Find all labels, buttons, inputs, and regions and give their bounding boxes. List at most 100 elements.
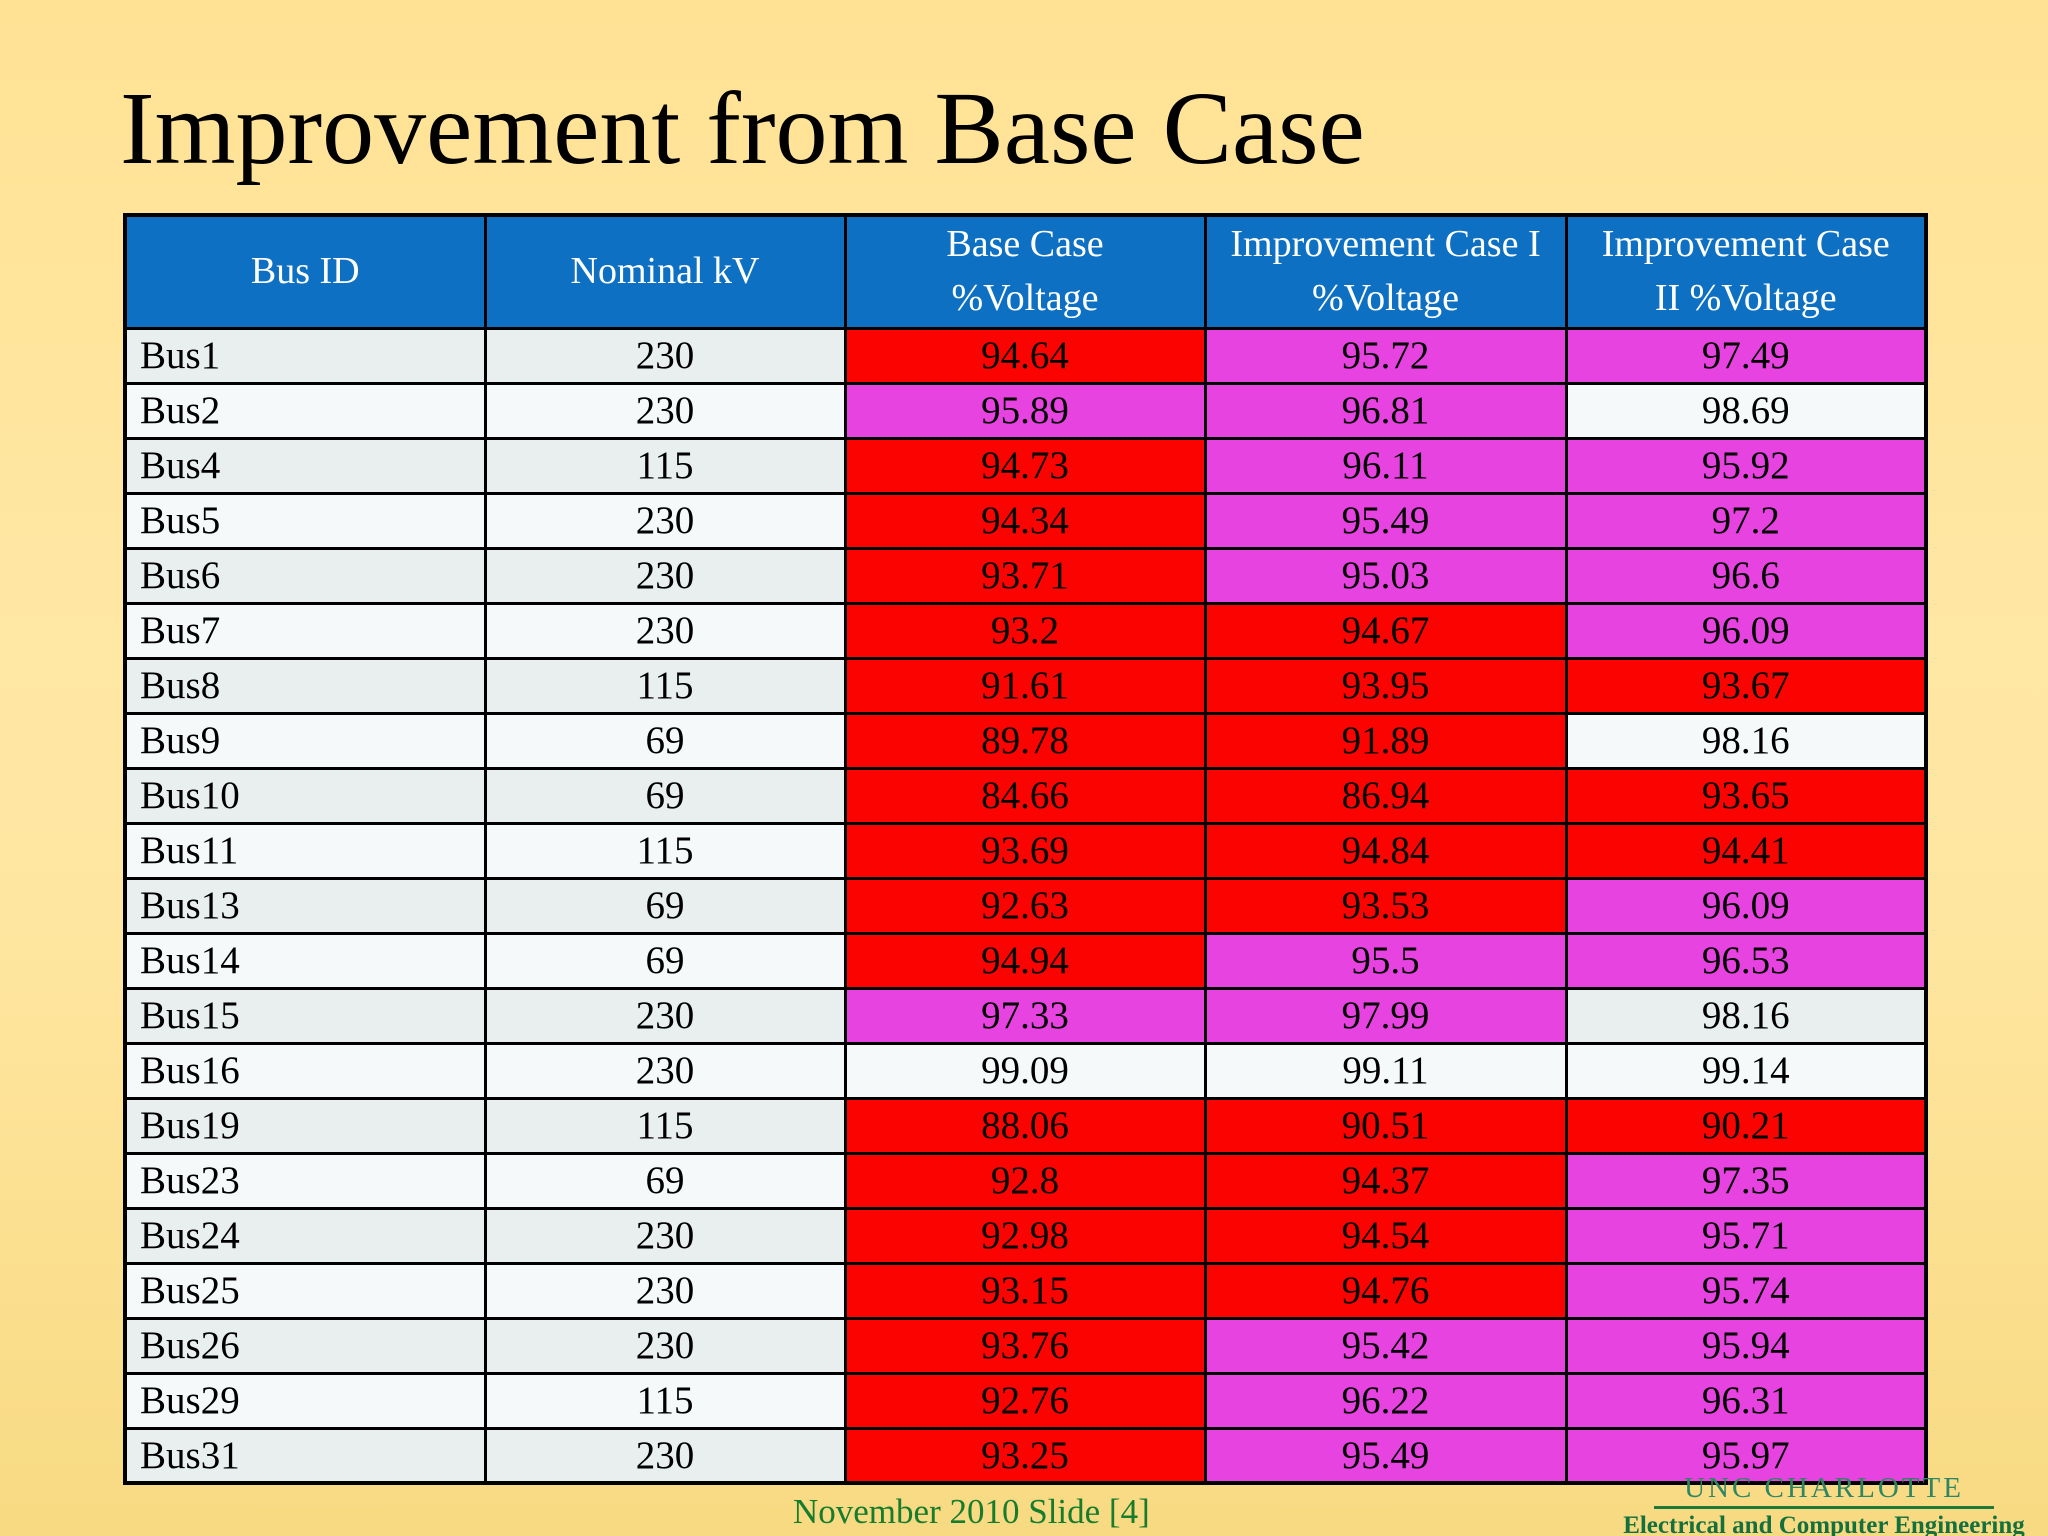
- nominal-kv-cell: 69: [483, 931, 847, 990]
- nominal-kv-cell: 115: [483, 1096, 847, 1155]
- bus-id-cell: Bus24: [123, 1206, 487, 1265]
- improvement-case-2-voltage-cell: 97.2: [1564, 491, 1928, 550]
- header-row: Bus ID Nominal kV Base Case %Voltage Imp…: [123, 213, 1928, 330]
- improvement-case-2-voltage-cell: 94.41: [1564, 821, 1928, 880]
- bus-id-cell: Bus1: [123, 326, 487, 385]
- improvement-case-2-voltage-cell: 98.69: [1564, 381, 1928, 440]
- improvement-case-2-voltage-cell: 97.35: [1564, 1151, 1928, 1210]
- table-body: Bus1 230 94.64 95.72 97.49 Bus2 230 95.89 96.81 9…: [123, 326, 1928, 1485]
- bus-id-cell: Bus31: [123, 1426, 487, 1485]
- improvement-case-1-voltage-cell: 94.54: [1203, 1206, 1568, 1265]
- logo-department: Electrical and Computer Engineering: [1623, 1512, 2025, 1536]
- improvement-case-1-voltage-cell: 86.94: [1203, 766, 1568, 825]
- improvement-case-2-voltage-cell: 95.97: [1564, 1426, 1928, 1485]
- table-row: Bus5 230 94.34 95.49 97.2: [123, 491, 1928, 550]
- bus-id-cell: Bus11: [123, 821, 487, 880]
- improvement-case-1-voltage-cell: 95.49: [1203, 491, 1568, 550]
- base-case-voltage-cell: 95.89: [843, 381, 1207, 440]
- bus-id-cell: Bus19: [123, 1096, 487, 1155]
- base-case-voltage-cell: 93.25: [843, 1426, 1207, 1485]
- improvement-case-1-voltage-cell: 94.67: [1203, 601, 1568, 660]
- table-row: Bus16 230 99.09 99.11 99.14: [123, 1041, 1928, 1100]
- bus-id-cell: Bus29: [123, 1371, 487, 1430]
- logo-underline: [1654, 1506, 1994, 1509]
- bus-id-cell: Bus13: [123, 876, 487, 935]
- col-header-base-case: Base Case %Voltage: [843, 213, 1207, 330]
- improvement-case-1-voltage-cell: 95.49: [1203, 1426, 1568, 1485]
- base-case-voltage-cell: 89.78: [843, 711, 1207, 770]
- base-case-voltage-cell: 94.34: [843, 491, 1207, 550]
- bus-id-cell: Bus2: [123, 381, 487, 440]
- base-case-voltage-cell: 88.06: [843, 1096, 1207, 1155]
- nominal-kv-cell: 230: [483, 491, 847, 550]
- bus-id-cell: Bus15: [123, 986, 487, 1045]
- improvement-case-1-voltage-cell: 94.76: [1203, 1261, 1568, 1320]
- base-case-voltage-cell: 91.61: [843, 656, 1207, 715]
- nominal-kv-cell: 69: [483, 876, 847, 935]
- base-case-voltage-cell: 94.64: [843, 326, 1207, 385]
- table-row: Bus29 115 92.76 96.22 96.31: [123, 1371, 1928, 1430]
- voltage-improvement-table: Bus ID Nominal kV Base Case %Voltage Imp…: [123, 213, 1928, 1486]
- table-row: Bus19 115 88.06 90.51 90.21: [123, 1096, 1928, 1155]
- table-row: Bus26 230 93.76 95.42 95.94: [123, 1316, 1928, 1375]
- improvement-case-1-voltage-cell: 95.03: [1203, 546, 1568, 605]
- nominal-kv-cell: 69: [483, 766, 847, 825]
- improvement-case-1-voltage-cell: 91.89: [1203, 711, 1568, 770]
- improvement-case-2-voltage-cell: 96.31: [1564, 1371, 1928, 1430]
- table-row: Bus8 115 91.61 93.95 93.67: [123, 656, 1928, 715]
- base-case-voltage-cell: 92.76: [843, 1371, 1207, 1430]
- table-row: Bus23 69 92.8 94.37 97.35: [123, 1151, 1928, 1210]
- table-row: Bus14 69 94.94 95.5 96.53: [123, 931, 1928, 990]
- improvement-case-1-voltage-cell: 95.72: [1203, 326, 1568, 385]
- base-case-voltage-cell: 93.76: [843, 1316, 1207, 1375]
- table-header: Bus ID Nominal kV Base Case %Voltage Imp…: [123, 213, 1928, 330]
- bus-id-cell: Bus26: [123, 1316, 487, 1375]
- bus-id-cell: Bus7: [123, 601, 487, 660]
- bus-id-cell: Bus9: [123, 711, 487, 770]
- nominal-kv-cell: 230: [483, 326, 847, 385]
- nominal-kv-cell: 115: [483, 1371, 847, 1430]
- table-row: Bus15 230 97.33 97.99 98.16: [123, 986, 1928, 1045]
- base-case-voltage-cell: 93.15: [843, 1261, 1207, 1320]
- table-row: Bus13 69 92.63 93.53 96.09: [123, 876, 1928, 935]
- nominal-kv-cell: 69: [483, 1151, 847, 1210]
- nominal-kv-cell: 230: [483, 1261, 847, 1320]
- bus-id-cell: Bus14: [123, 931, 487, 990]
- bus-id-cell: Bus10: [123, 766, 487, 825]
- base-case-voltage-cell: 94.73: [843, 436, 1207, 495]
- table-row: Bus4 115 94.73 96.11 95.92: [123, 436, 1928, 495]
- nominal-kv-cell: 230: [483, 1426, 847, 1485]
- base-case-voltage-cell: 92.8: [843, 1151, 1207, 1210]
- col-header-bus-id: Bus ID: [123, 213, 487, 330]
- improvement-case-2-voltage-cell: 95.71: [1564, 1206, 1928, 1265]
- base-case-voltage-cell: 84.66: [843, 766, 1207, 825]
- table-row: Bus9 69 89.78 91.89 98.16: [123, 711, 1928, 770]
- nominal-kv-cell: 115: [483, 436, 847, 495]
- logo-wordmark: UNC CHARLOTTE: [1684, 1472, 1964, 1504]
- base-case-voltage-cell: 92.63: [843, 876, 1207, 935]
- improvement-case-1-voltage-cell: 93.53: [1203, 876, 1568, 935]
- col-header-nominal-kv: Nominal kV: [483, 213, 847, 330]
- bus-id-cell: Bus16: [123, 1041, 487, 1100]
- improvement-case-2-voltage-cell: 98.16: [1564, 711, 1928, 770]
- improvement-case-1-voltage-cell: 93.95: [1203, 656, 1568, 715]
- nominal-kv-cell: 230: [483, 381, 847, 440]
- table-row: Bus25 230 93.15 94.76 95.74: [123, 1261, 1928, 1320]
- bus-id-cell: Bus25: [123, 1261, 487, 1320]
- improvement-case-1-voltage-cell: 94.37: [1203, 1151, 1568, 1210]
- col-header-improvement-case-1: Improvement Case I %Voltage: [1203, 213, 1568, 330]
- slide-title: Improvement from Base Case: [120, 71, 1365, 186]
- improvement-case-2-voltage-cell: 95.74: [1564, 1261, 1928, 1320]
- base-case-voltage-cell: 99.09: [843, 1041, 1207, 1100]
- nominal-kv-cell: 115: [483, 821, 847, 880]
- improvement-case-1-voltage-cell: 96.22: [1203, 1371, 1568, 1430]
- improvement-case-2-voltage-cell: 96.53: [1564, 931, 1928, 990]
- improvement-case-2-voltage-cell: 99.14: [1564, 1041, 1928, 1100]
- base-case-voltage-cell: 94.94: [843, 931, 1207, 990]
- improvement-case-1-voltage-cell: 95.42: [1203, 1316, 1568, 1375]
- improvement-case-1-voltage-cell: 95.5: [1203, 931, 1568, 990]
- improvement-case-2-voltage-cell: 90.21: [1564, 1096, 1928, 1155]
- improvement-case-1-voltage-cell: 99.11: [1203, 1041, 1568, 1100]
- nominal-kv-cell: 230: [483, 1206, 847, 1265]
